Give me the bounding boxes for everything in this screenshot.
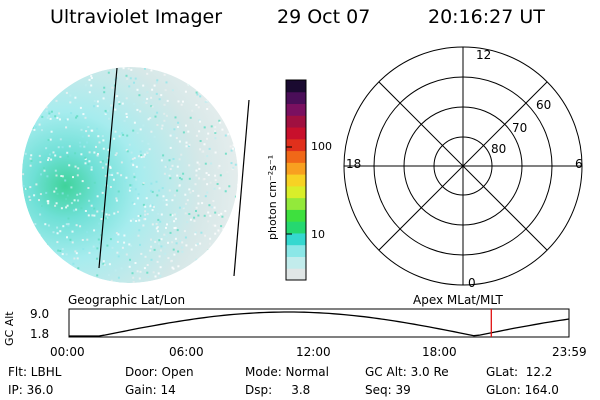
- info-door: Door: Open: [125, 365, 194, 379]
- time-label: 20:16:27 UT: [428, 6, 545, 28]
- colorbar-swatch: [286, 127, 306, 140]
- info-ip: IP: 36.0: [8, 383, 54, 397]
- colorbar-swatch: [286, 268, 306, 281]
- colorbar-swatch: [286, 150, 306, 163]
- altitude-curve: [69, 311, 570, 337]
- info-gain: Gain: 14: [125, 383, 176, 397]
- colorbar-tick-100: 100: [311, 140, 332, 153]
- colorbar-swatch: [286, 256, 306, 269]
- app-title: Ultraviolet Imager: [50, 6, 223, 28]
- timeline-x-tick-4: 23:59: [552, 345, 587, 359]
- colorbar-swatch: [286, 162, 306, 175]
- clock-label-12: 12: [476, 48, 492, 62]
- terminator-line-2: [233, 99, 250, 277]
- timeline-left-caption: Geographic Lat/Lon: [68, 293, 186, 307]
- timeline-right-caption: Apex MLat/MLT: [413, 293, 503, 307]
- clock-label-6: 6: [575, 157, 583, 171]
- colorbar-swatch: [286, 221, 306, 234]
- colorbar-tick-10: 10: [311, 228, 325, 241]
- colorbar-swatch: [286, 185, 306, 199]
- lat-label-60: 60: [536, 98, 552, 112]
- timeline-x-tick-1: 06:00: [169, 345, 204, 359]
- timeline-y-label: GC Alt: [3, 311, 16, 346]
- info-glon: GLon: 164.0: [486, 383, 559, 397]
- info-mode: Mode: Normal: [245, 365, 329, 379]
- info-seq: Seq: 39: [365, 383, 411, 397]
- colorbar-swatch: [286, 103, 306, 116]
- colorbar-swatch: [286, 80, 306, 93]
- terminator-line-1: [98, 67, 118, 269]
- colorbar-swatch: [286, 91, 306, 105]
- info-glat: GLat: 12.2: [486, 365, 553, 379]
- timeline-x-tick-2: 12:00: [296, 345, 331, 359]
- date-label: 29 Oct 07: [277, 6, 371, 28]
- info-filter: Flt: LBHL: [8, 365, 62, 379]
- clock-label-0: 0: [468, 276, 476, 290]
- clock-label-18: 18: [346, 157, 362, 171]
- colorbar-swatch: [286, 138, 306, 152]
- lat-label-70: 70: [512, 121, 528, 135]
- timeline-x-tick-3: 18:00: [422, 345, 457, 359]
- colorbar-swatch: [286, 244, 306, 257]
- timeline-x-tick-0: 00:00: [50, 345, 85, 359]
- timeline-y-tick-min: 1.8: [30, 327, 50, 341]
- colorbar-swatch: [286, 115, 306, 128]
- timeline-y-tick-max: 9.0: [30, 307, 50, 321]
- colorbar-swatch: [286, 209, 306, 222]
- info-dsp: Dsp: 3.8: [245, 383, 311, 397]
- info-gc-alt: GC Alt: 3.0 Re: [365, 365, 449, 379]
- colorbar-swatch: [286, 232, 306, 246]
- colorbar-swatch: [286, 174, 306, 187]
- lat-label-80: 80: [491, 142, 507, 156]
- colorbar-swatch: [286, 197, 306, 210]
